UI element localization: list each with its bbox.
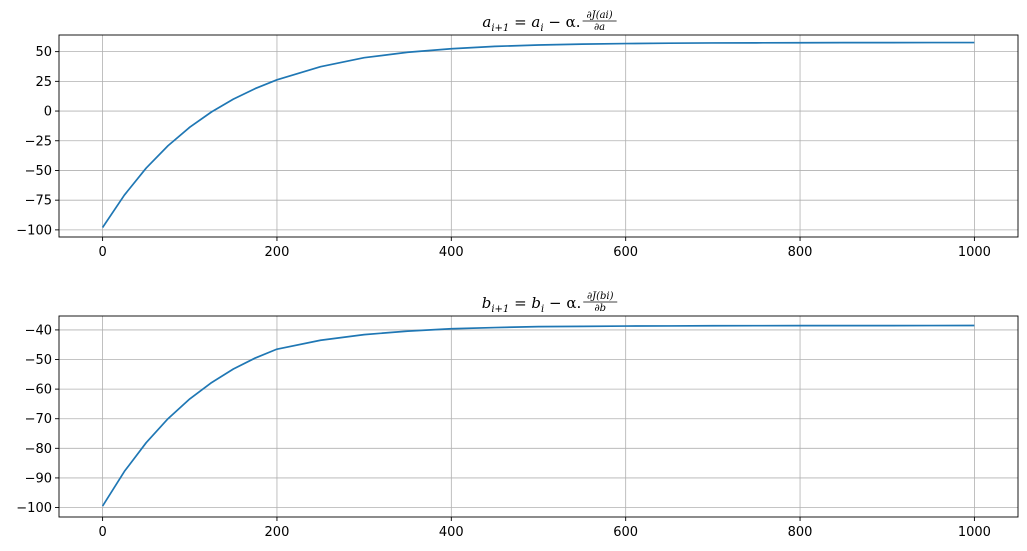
x-tick-label: 800 bbox=[788, 245, 813, 260]
subplot-2: 0 200 400 600 800 1000 −40 −50 −60 −70 −80 −90 −100 b… bbox=[16, 291, 1019, 540]
y-tick-label: −100 bbox=[16, 501, 52, 516]
x-tick-label: 200 bbox=[265, 525, 290, 540]
x-tick-label: 1000 bbox=[958, 245, 991, 260]
title-fraction-denominator: ∂b bbox=[594, 303, 606, 314]
series-line-1 bbox=[101, 324, 975, 507]
title-expression: bi+1 = bi − α. bbox=[482, 294, 582, 315]
x-tick-label: 600 bbox=[613, 245, 638, 260]
x-tick-label: 0 bbox=[98, 245, 106, 260]
chart-title: ai+1 = ai − α. ∂J(ai)∂a bbox=[482, 10, 617, 34]
y-tick-label: −40 bbox=[25, 323, 52, 338]
x-tick-label: 200 bbox=[265, 245, 290, 260]
x-tick-label: 400 bbox=[439, 245, 464, 260]
title-fraction-denominator: ∂a bbox=[594, 22, 605, 33]
y-tick-label: −80 bbox=[25, 442, 52, 457]
y-tick-label: −50 bbox=[25, 353, 52, 368]
chart-title: bi+1 = bi − α. ∂J(bi)∂b bbox=[482, 291, 618, 315]
subplot-1: 0 200 400 600 800 1000 50 25 0 −25 −50 −75 −100 ai+1 … bbox=[16, 10, 1019, 260]
series-line-1 bbox=[101, 41, 975, 228]
axes-frame bbox=[58, 34, 1019, 238]
axes-frame bbox=[58, 315, 1019, 518]
title-fraction-numerator: ∂J(bi) bbox=[587, 291, 614, 302]
x-tick-label: 800 bbox=[788, 525, 813, 540]
y-tick-label: −60 bbox=[25, 383, 52, 398]
title-expression: ai+1 = ai − α. bbox=[482, 13, 580, 34]
x-tick-label: 0 bbox=[98, 525, 106, 540]
y-tick-label: 25 bbox=[35, 75, 52, 90]
y-tick-label: −50 bbox=[25, 164, 52, 179]
x-tick-label: 600 bbox=[613, 525, 638, 540]
y-tick-label: −75 bbox=[25, 194, 52, 209]
y-tick-label: 0 bbox=[44, 105, 52, 120]
y-tick-label: −100 bbox=[16, 223, 52, 238]
x-tick-label: 400 bbox=[439, 525, 464, 540]
y-tick-label: 50 bbox=[35, 45, 52, 60]
y-tick-label: −70 bbox=[25, 412, 52, 427]
y-tick-label: −90 bbox=[25, 471, 52, 486]
x-tick-label: 1000 bbox=[958, 525, 991, 540]
title-fraction-numerator: ∂J(ai) bbox=[587, 10, 613, 21]
y-tick-label: −25 bbox=[25, 134, 52, 149]
